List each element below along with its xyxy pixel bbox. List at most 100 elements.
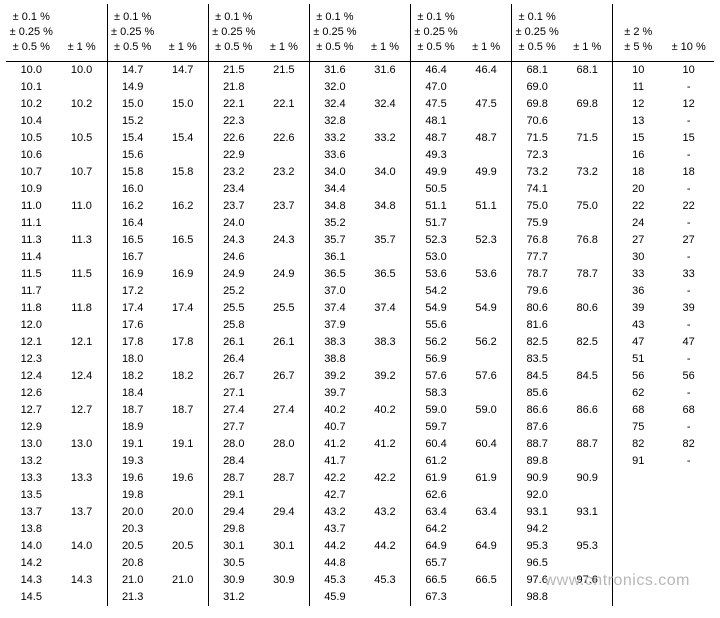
table-body: 10.010.014.714.721.521.531.631.646.446.4… [6,62,714,607]
cell-a: 85.6 [512,385,563,402]
cell-b [360,317,411,334]
cell-a: 31.6 [309,62,360,80]
cell-b: 73.2 [562,164,613,181]
cell-b: 39 [663,300,714,317]
cell-a: 14.9 [107,79,158,96]
cell-b: 18.2 [158,368,209,385]
cell-a: 30.9 [208,572,259,589]
cell-a: 90.9 [512,470,563,487]
cell-b [461,79,512,96]
cell-b: 52.3 [461,232,512,249]
cell-b: 30.9 [259,572,310,589]
cell-a [613,521,664,538]
cell-a: 18.4 [107,385,158,402]
cell-b [158,249,209,266]
cell-a: 10.1 [6,79,57,96]
col-header-tol-b: ± 1 % [158,4,209,62]
cell-a: 12.7 [6,402,57,419]
cell-a: 16 [613,147,664,164]
cell-b [259,351,310,368]
col-header-tol-a: ± 0.1 %± 0.25 %± 0.5 % [411,4,462,62]
cell-b: 18.7 [158,402,209,419]
cell-a: 18.2 [107,368,158,385]
cell-b: 11.0 [57,198,108,215]
cell-b: 11.3 [57,232,108,249]
cell-a: 11.3 [6,232,57,249]
cell-a: 43.7 [309,521,360,538]
cell-a: 14.7 [107,62,158,80]
cell-b: 41.2 [360,436,411,453]
cell-b: 21.0 [158,572,209,589]
cell-b [360,555,411,572]
col-header-tol-b: ± 1 % [461,4,512,62]
cell-a: 32.8 [309,113,360,130]
cell-b [259,181,310,198]
cell-a: 36.1 [309,249,360,266]
cell-a: 15.4 [107,130,158,147]
cell-a: 20.0 [107,504,158,521]
cell-b: 63.4 [461,504,512,521]
cell-b: 78.7 [562,266,613,283]
cell-b [57,249,108,266]
table-row: 10.916.023.434.450.574.120- [6,181,714,198]
cell-b: 35.7 [360,232,411,249]
cell-a: 41.2 [309,436,360,453]
cell-b [461,453,512,470]
cell-a [613,572,664,589]
cell-b: 17.4 [158,300,209,317]
cell-b [461,385,512,402]
cell-b [57,317,108,334]
cell-a: 15.8 [107,164,158,181]
cell-b: 12.4 [57,368,108,385]
col-header-tol-a: ± 0.1 %± 0.25 %± 0.5 % [208,4,259,62]
cell-b [57,487,108,504]
cell-b [57,419,108,436]
cell-b [562,79,613,96]
table-row: 12.318.026.438.856.983.551- [6,351,714,368]
cell-b [461,317,512,334]
cell-b: 61.9 [461,470,512,487]
cell-a: 93.1 [512,504,563,521]
table-row: 13.713.720.020.029.429.443.243.263.463.4… [6,504,714,521]
cell-b [158,79,209,96]
cell-a: 32.4 [309,96,360,113]
cell-a: 67.3 [411,589,462,606]
cell-b: 22 [663,198,714,215]
cell-b: 36.5 [360,266,411,283]
cell-a: 26.7 [208,368,259,385]
cell-a: 87.6 [512,419,563,436]
cell-b [663,521,714,538]
cell-a: 16.2 [107,198,158,215]
cell-a: 84.5 [512,368,563,385]
cell-a: 36.5 [309,266,360,283]
cell-b [562,351,613,368]
cell-b [562,453,613,470]
cell-a: 32.0 [309,79,360,96]
cell-a: 10.5 [6,130,57,147]
table-row: 11.811.817.417.425.525.537.437.454.954.9… [6,300,714,317]
cell-a: 28.4 [208,453,259,470]
cell-b: 71.5 [562,130,613,147]
cell-a: 51.1 [411,198,462,215]
cell-b [360,147,411,164]
cell-a: 16.5 [107,232,158,249]
cell-b [663,555,714,572]
cell-b [158,487,209,504]
cell-a: 22.1 [208,96,259,113]
cell-a: 56.9 [411,351,462,368]
cell-b [461,249,512,266]
cell-a: 23.4 [208,181,259,198]
cell-a: 13.0 [6,436,57,453]
cell-b [461,147,512,164]
cell-a: 40.2 [309,402,360,419]
cell-a: 82 [613,436,664,453]
cell-b [57,521,108,538]
cell-b: 51.1 [461,198,512,215]
cell-a: 10.6 [6,147,57,164]
cell-a: 17.8 [107,334,158,351]
cell-b [360,249,411,266]
cell-a: 30.5 [208,555,259,572]
cell-b: - [663,79,714,96]
cell-a: 12.1 [6,334,57,351]
cell-b: - [663,249,714,266]
